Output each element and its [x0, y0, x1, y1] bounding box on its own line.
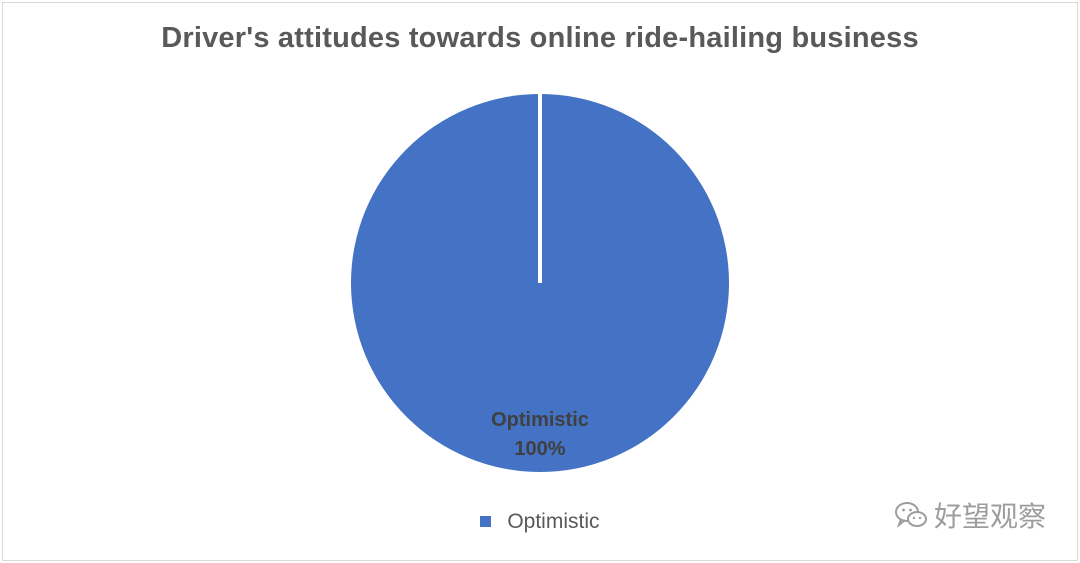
data-label-value: 100%	[514, 438, 565, 460]
wechat-icon	[894, 502, 927, 529]
watermark-text: 好望观察	[933, 500, 1046, 533]
watermark: 好望观察	[894, 497, 1046, 533]
data-label-name: Optimistic	[491, 409, 589, 431]
chart-legend: Optimistic	[0, 510, 1080, 534]
chart-title: Driver's attitudes towards online ride-h…	[161, 22, 919, 54]
legend-label-optimistic: Optimistic	[507, 510, 600, 533]
legend-swatch-optimistic	[480, 516, 492, 527]
